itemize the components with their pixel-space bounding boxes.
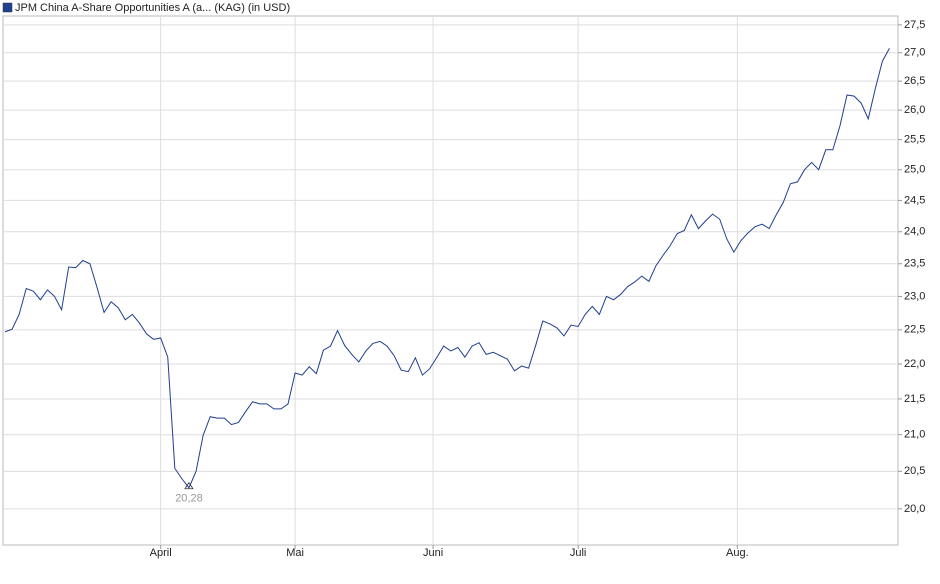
chart-title: JPM China A-Share Opportunities A (a... …	[15, 2, 290, 14]
y-tick-label: 22,0	[904, 358, 925, 370]
y-tick-label: 27,0	[904, 47, 925, 59]
y-tick-label: 22,5	[904, 324, 925, 336]
x-tick-label: Mai	[286, 547, 304, 559]
y-tick-label: 25,5	[904, 134, 925, 146]
y-tick-label: 26,5	[904, 75, 925, 87]
y-tick-label: 23,0	[904, 290, 925, 302]
y-tick-label: 26,0	[904, 104, 925, 116]
y-tick-label: 24,5	[904, 194, 925, 206]
y-tick-label: 21,0	[904, 429, 925, 441]
x-tick-label: April	[150, 547, 172, 559]
value-marker	[184, 482, 194, 490]
y-tick-label: 20,0	[904, 503, 925, 515]
y-tick-label: 20,5	[904, 465, 925, 477]
plot-frame	[2, 15, 899, 546]
y-tick-label: 27,5	[904, 19, 925, 31]
y-tick-label: 21,5	[904, 393, 925, 405]
legend-swatch	[2, 2, 13, 13]
x-tick-label: Aug.	[726, 547, 749, 559]
line	[4, 48, 890, 489]
x-tick-label: Juli	[570, 547, 587, 559]
y-tick-label: 25,0	[904, 164, 925, 176]
value-label: 20,28	[175, 493, 203, 505]
y-tick-label: 24,0	[904, 226, 925, 238]
y-tick-label: 23,5	[904, 258, 925, 270]
x-tick-label: Juni	[423, 547, 443, 559]
